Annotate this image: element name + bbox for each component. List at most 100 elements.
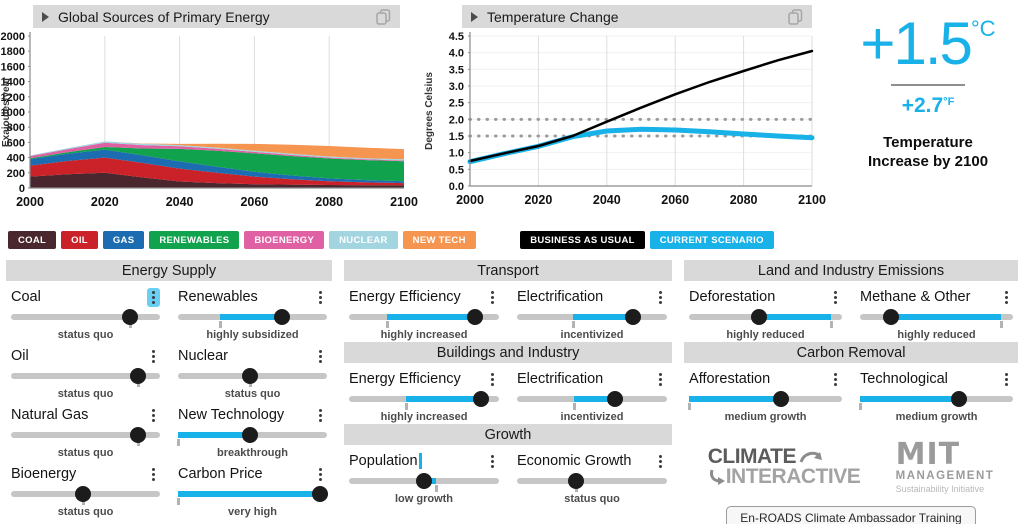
slider-menu-kebab-icon[interactable] — [314, 465, 327, 484]
slider-handle-technological[interactable] — [951, 391, 968, 407]
temperature-caption: Temperature Increase by 2100 — [867, 134, 989, 170]
legend-chip-gas[interactable]: GAS — [102, 231, 145, 249]
slider-oil: Oil status quo — [11, 340, 160, 400]
svg-text:1600: 1600 — [1, 61, 25, 73]
climate-interactive-word1: CLIMATE — [707, 444, 797, 468]
slider-handle-energy-efficiency[interactable] — [467, 309, 484, 325]
energy-chart-header[interactable]: Global Sources of Primary Energy — [33, 5, 400, 28]
slider-status-bioenergy: status quo — [57, 506, 114, 518]
legend-chip-current-scenario[interactable]: CURRENT SCENARIO — [649, 231, 774, 249]
slider-handle-nuclear[interactable] — [241, 368, 258, 384]
controls-column-transport-buildings-growth: Transport Energy Efficiency highly increas… — [344, 260, 673, 524]
slider-track[interactable] — [11, 432, 160, 438]
slider-menu-kebab-icon[interactable] — [314, 288, 327, 307]
divider — [891, 84, 965, 86]
svg-text:200: 200 — [7, 168, 25, 180]
slider-default-tick — [177, 439, 180, 446]
legend-chip-nuclear[interactable]: NUCLEAR — [329, 231, 398, 249]
svg-text:2.5: 2.5 — [449, 98, 464, 110]
slider-handle-natural-gas[interactable] — [129, 427, 146, 443]
climate-interactive-word2: INTERACTIVE — [725, 464, 861, 488]
slider-label-oil: Oil — [11, 348, 29, 364]
section-header-buildings-and-industry: Buildings and Industry — [344, 342, 673, 363]
slider-handle-coal[interactable] — [122, 309, 139, 325]
slider-track[interactable] — [517, 478, 668, 484]
slider-handle-renewables[interactable] — [274, 309, 291, 325]
expand-arrow-icon[interactable] — [471, 11, 478, 22]
svg-text:0: 0 — [19, 183, 25, 195]
slider-menu-kebab-icon[interactable] — [486, 288, 499, 307]
slider-label-methane-other: Methane & Other — [860, 289, 971, 305]
svg-text:2040: 2040 — [593, 193, 621, 207]
legend-chip-renewables[interactable]: RENEWABLES — [149, 231, 240, 249]
slider-menu-kebab-icon[interactable] — [147, 406, 160, 425]
svg-text:800: 800 — [7, 122, 25, 134]
slider-menu-kebab-icon[interactable] — [147, 465, 160, 484]
slider-handle-new-technology[interactable] — [241, 427, 258, 443]
temperature-fahrenheit-value: +2.7°F — [901, 94, 955, 117]
slider-handle-energy-efficiency[interactable] — [473, 391, 490, 407]
celsius-unit: °C — [970, 16, 996, 41]
slider-menu-kebab-icon[interactable] — [314, 347, 327, 366]
slider-menu-kebab-icon[interactable] — [314, 406, 327, 425]
slider-menu-kebab-icon[interactable] — [486, 370, 499, 389]
slider-menu-kebab-icon[interactable] — [147, 287, 160, 307]
slider-handle-deforestation[interactable] — [751, 309, 768, 325]
mit-management-label: MANAGEMENT — [895, 470, 995, 482]
area-series-bioenergy — [30, 142, 404, 162]
slider-handle-economic-growth[interactable] — [567, 473, 584, 489]
section-header-transport: Transport — [344, 260, 673, 281]
slider-menu-kebab-icon[interactable] — [1000, 370, 1013, 389]
slider-menu-kebab-icon[interactable] — [654, 288, 667, 307]
slider-status-coal: status quo — [57, 329, 114, 341]
slider-menu-kebab-icon[interactable] — [654, 452, 667, 471]
slider-renewables: Renewables highly subsidized — [178, 281, 328, 341]
legend-chip-new-tech[interactable]: NEW TECH — [402, 231, 476, 249]
slider-menu-kebab-icon[interactable] — [654, 370, 667, 389]
slider-status-methane-other: highly reduced — [897, 329, 976, 341]
slider-status-electrification: incentivized — [560, 329, 624, 341]
svg-text:Exajoules/year: Exajoules/year — [1, 77, 12, 147]
slider-handle-afforestation[interactable] — [772, 391, 789, 407]
slider-menu-kebab-icon[interactable] — [829, 288, 842, 307]
ambassador-training-button[interactable]: En-ROADS Climate Ambassador Training — [726, 505, 976, 524]
slider-handle-bioenergy[interactable] — [74, 486, 91, 502]
section-carbon-removal: Carbon Removal Afforestation medium growth… — [684, 342, 1018, 423]
expand-arrow-icon[interactable] — [42, 11, 49, 22]
copy-icon[interactable] — [376, 8, 391, 25]
slider-handle-methane-other[interactable] — [882, 309, 899, 325]
slider-label-carbon-price: Carbon Price — [178, 466, 263, 482]
slider-track[interactable] — [11, 373, 160, 379]
slider-bioenergy: Bioenergy status quo — [11, 458, 160, 518]
slider-technological: Technological medium growth — [859, 363, 1013, 423]
svg-text:1400: 1400 — [1, 77, 25, 89]
legend-chip-oil[interactable]: OIL — [61, 231, 98, 249]
legend-chip-business-as-usual[interactable]: BUSINESS AS USUAL — [520, 231, 645, 249]
slider-menu-kebab-icon[interactable] — [486, 452, 499, 471]
slider-menu-kebab-icon[interactable] — [829, 370, 842, 389]
svg-text:4.0: 4.0 — [449, 48, 464, 60]
slider-handle-oil[interactable] — [129, 368, 146, 384]
slider-default-tick — [405, 403, 409, 410]
svg-text:2100: 2100 — [390, 195, 418, 209]
temperature-chart-header[interactable]: Temperature Change — [462, 5, 812, 28]
slider-handle-population[interactable] — [416, 473, 433, 489]
legend-chip-bioenergy[interactable]: BIOENERGY — [244, 231, 325, 249]
slider-label-electrification: Electrification — [517, 289, 604, 305]
slider-menu-kebab-icon[interactable] — [1000, 288, 1013, 307]
slider-status-electrification: incentivized — [560, 411, 624, 423]
energy-chart-svg: 0 200 400 600 800 1000 1200 1400 1600 1800 2000 200… — [1, 31, 418, 209]
svg-text:2000: 2000 — [16, 195, 44, 209]
svg-text:2060: 2060 — [240, 195, 268, 209]
temperature-chart-legend: BUSINESS AS USUAL CURRENT SCENARIO — [462, 231, 832, 249]
copy-icon[interactable] — [788, 8, 803, 25]
slider-fill — [689, 396, 781, 402]
slider-track[interactable] — [11, 314, 160, 320]
slider-handle-electrification[interactable] — [624, 309, 641, 325]
legend-chip-coal[interactable]: COAL — [8, 231, 57, 249]
slider-handle-electrification[interactable] — [606, 391, 623, 407]
slider-menu-kebab-icon[interactable] — [147, 347, 160, 366]
slider-handle-carbon-price[interactable] — [311, 486, 328, 502]
slider-label-nuclear: Nuclear — [178, 348, 228, 364]
svg-text:Degrees Celsius: Degrees Celsius — [424, 72, 435, 150]
